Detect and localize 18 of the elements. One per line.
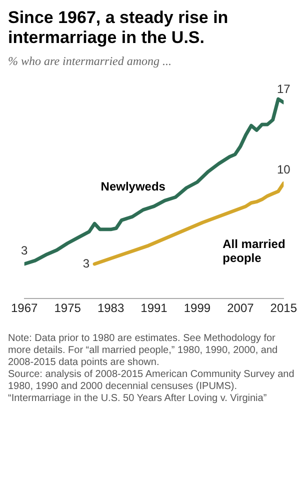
chart-title: Since 1967, a steady rise in intermarriage in the U.S. [8,8,230,48]
x-tick-label: 1967 [10,301,38,316]
x-tick-label: 1983 [97,301,124,316]
series-label: All married people [222,236,286,265]
x-tick-label: 1999 [184,301,211,316]
text: Note: Data prior to 1980 are estimates. See Methodology for more details. For “all married people,” 1980, 1990, 2000, and 2008-2015 data points are shown. [8,333,279,369]
source-note: Source: analysis of 2008-2015 American Community Survey and 1980, 1990 and 2000 decennial censuses (IPUMS). [8,369,296,393]
data-label: 3 [21,243,28,258]
text: “Intermarriage in the U.S. 50 Years After Loving v. Virginia” [8,393,268,405]
data-label: 3 [82,256,90,270]
data-label: 10 [276,162,291,177]
x-tick-label: 2015 [270,301,298,316]
data-label: 17 [276,82,291,96]
x-tick-label: 1991 [140,301,168,316]
x-tick-label: 2007 [227,301,254,316]
chart-subtitle: % who are intermarried among ... [8,54,173,69]
x-tick-label: 1975 [54,301,82,316]
series-label: Newlyweds [100,180,166,194]
